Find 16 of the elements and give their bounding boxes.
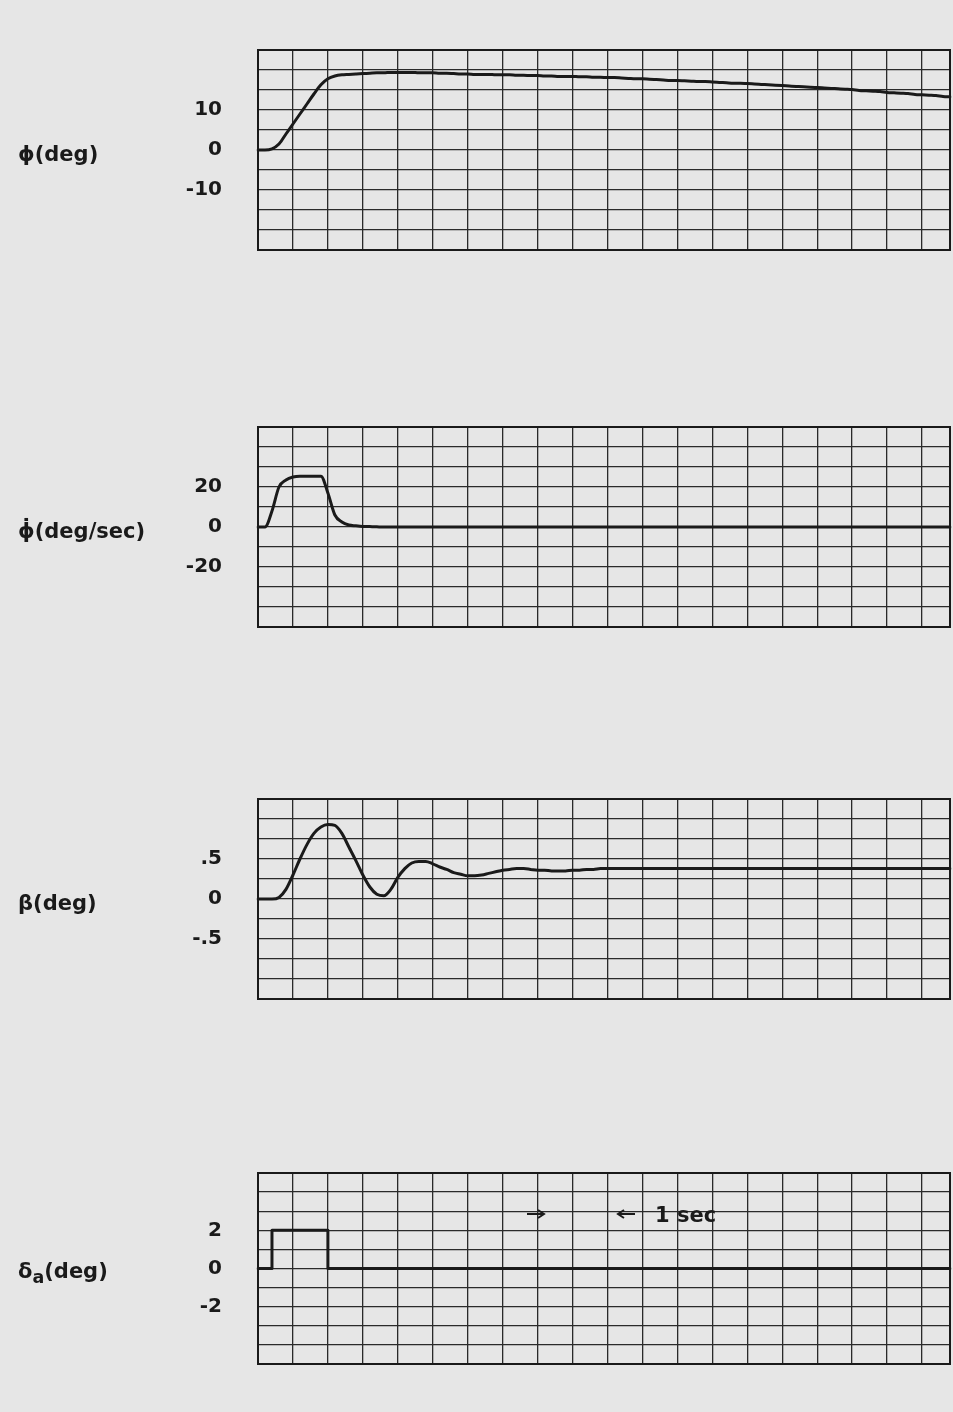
y-axis-title: ϕ̇(deg/sec) <box>18 519 146 543</box>
y-axis-title: ϕ(deg) <box>18 142 99 166</box>
y-tick-label: .5 <box>200 845 222 870</box>
y-axis-title: β(deg) <box>18 891 97 915</box>
y-axis-title: δ$_{a}$(deg) <box>18 1258 108 1287</box>
y-tick-label: 0 <box>208 136 222 161</box>
y-tick-label: 0 <box>208 1254 222 1279</box>
y-tick-label: 0 <box>208 885 222 910</box>
y-tick-label: -2 <box>199 1292 222 1317</box>
y-tick-label: 20 <box>194 473 222 498</box>
y-tick-label: -20 <box>185 553 222 578</box>
y-tick-label: 2 <box>208 1216 222 1241</box>
y-tick-label: -.5 <box>192 925 222 950</box>
y-tick-label: 0 <box>208 513 222 538</box>
y-tick-label: -10 <box>185 176 222 201</box>
y-tick-label: 10 <box>194 96 222 121</box>
